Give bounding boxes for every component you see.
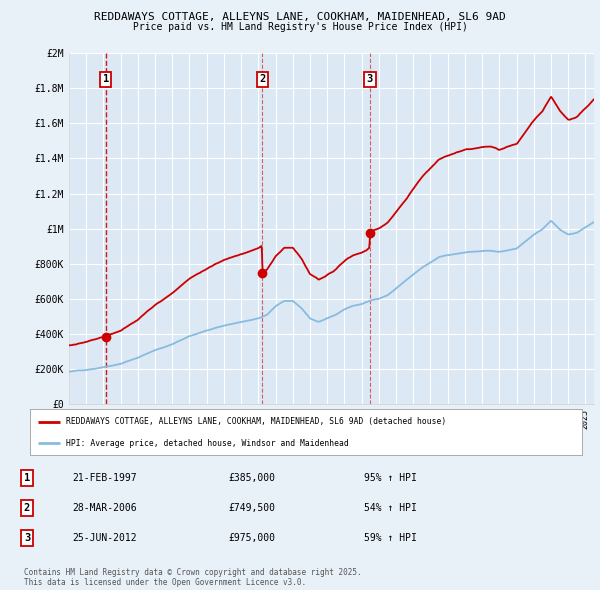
Text: REDDAWAYS COTTAGE, ALLEYNS LANE, COOKHAM, MAIDENHEAD, SL6 9AD: REDDAWAYS COTTAGE, ALLEYNS LANE, COOKHAM… <box>94 12 506 22</box>
Text: 21-FEB-1997: 21-FEB-1997 <box>73 473 137 483</box>
Text: Price paid vs. HM Land Registry's House Price Index (HPI): Price paid vs. HM Land Registry's House … <box>133 22 467 32</box>
Text: Contains HM Land Registry data © Crown copyright and database right 2025.
This d: Contains HM Land Registry data © Crown c… <box>24 568 362 587</box>
Text: 59% ↑ HPI: 59% ↑ HPI <box>364 533 416 543</box>
Text: 3: 3 <box>367 74 373 84</box>
Text: 2: 2 <box>24 503 30 513</box>
Text: £749,500: £749,500 <box>229 503 275 513</box>
Text: 1: 1 <box>24 473 30 483</box>
Text: £975,000: £975,000 <box>229 533 275 543</box>
Text: 3: 3 <box>24 533 30 543</box>
Text: HPI: Average price, detached house, Windsor and Maidenhead: HPI: Average price, detached house, Wind… <box>66 438 349 448</box>
Text: 28-MAR-2006: 28-MAR-2006 <box>73 503 137 513</box>
Text: £385,000: £385,000 <box>229 473 275 483</box>
Text: REDDAWAYS COTTAGE, ALLEYNS LANE, COOKHAM, MAIDENHEAD, SL6 9AD (detached house): REDDAWAYS COTTAGE, ALLEYNS LANE, COOKHAM… <box>66 417 446 427</box>
Text: 95% ↑ HPI: 95% ↑ HPI <box>364 473 416 483</box>
Text: 1: 1 <box>103 74 109 84</box>
Text: 25-JUN-2012: 25-JUN-2012 <box>73 533 137 543</box>
Text: 54% ↑ HPI: 54% ↑ HPI <box>364 503 416 513</box>
Text: 2: 2 <box>259 74 265 84</box>
